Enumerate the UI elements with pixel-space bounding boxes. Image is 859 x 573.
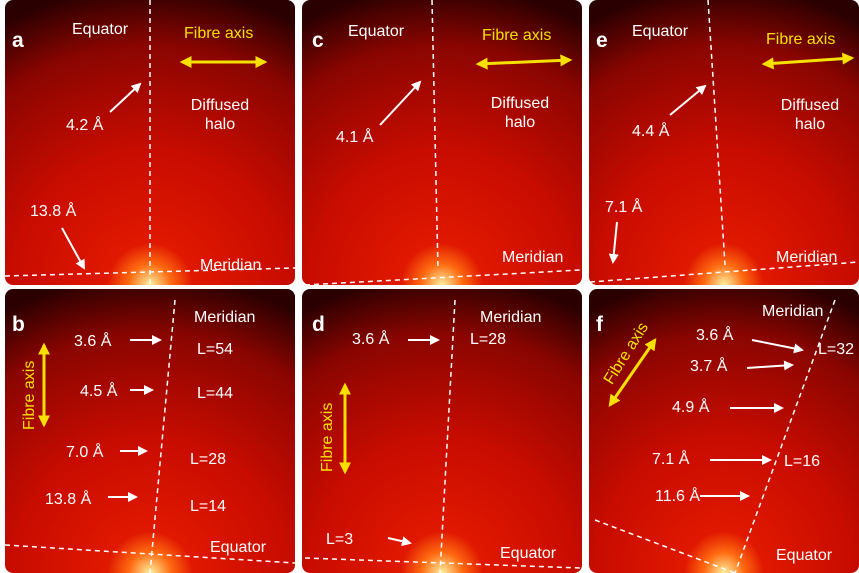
label: 7.1 Å	[652, 450, 689, 469]
label: 3.6 Å	[74, 332, 111, 351]
panel-letter: a	[12, 28, 24, 53]
label: Diffused halo	[180, 96, 260, 134]
label: 13.8 Å	[45, 490, 91, 509]
label: Meridian	[762, 302, 823, 321]
label: Meridian	[502, 248, 563, 267]
label: L=28	[470, 330, 506, 349]
label: Meridian	[194, 308, 255, 327]
label: Equator	[500, 544, 556, 563]
label: Equator	[210, 538, 266, 557]
label: Meridian	[200, 256, 261, 275]
label: 13.8 Å	[30, 202, 76, 221]
label: Diffused halo	[770, 96, 850, 134]
label: L=44	[197, 384, 233, 403]
label: 11.6 Å	[655, 487, 700, 506]
label: 7.0 Å	[66, 443, 103, 462]
label: 4.5 Å	[80, 382, 117, 401]
label: 4.4 Å	[632, 122, 669, 141]
panel-letter: d	[312, 312, 325, 337]
diffraction-images	[0, 0, 859, 573]
label: L=16	[784, 452, 820, 471]
label: 4.1 Å	[336, 128, 373, 147]
label: Diffused halo	[480, 94, 560, 132]
label: Equator	[632, 22, 688, 41]
label: 7.1 Å	[605, 198, 642, 217]
label: L=14	[190, 497, 226, 516]
label: Fibre axis	[20, 361, 39, 430]
label: Meridian	[480, 308, 541, 327]
figure: a Equator Fibre axis 4.2 Å Diffused halo…	[0, 0, 859, 573]
label: 3.7 Å	[690, 357, 727, 376]
label: L=28	[190, 450, 226, 469]
label: L=3	[326, 530, 353, 549]
label: Meridian	[776, 248, 837, 267]
label: 4.9 Å	[672, 398, 709, 417]
label: 3.6 Å	[696, 326, 733, 345]
panel-letter: e	[596, 28, 608, 53]
label: L=54	[197, 340, 233, 359]
label: Equator	[348, 22, 404, 41]
label: 3.6 Å	[352, 330, 389, 349]
label: Equator	[72, 20, 128, 39]
label: 4.2 Å	[66, 116, 103, 135]
label: L=32	[818, 340, 854, 359]
label: Fibre axis	[318, 403, 337, 472]
label: Fibre axis	[184, 24, 253, 43]
panel-backgrounds	[5, 0, 859, 573]
panel-letter: b	[12, 312, 25, 337]
panel-letter: c	[312, 28, 324, 53]
label: Fibre axis	[482, 26, 551, 45]
label: Equator	[776, 546, 832, 565]
panel-letter: f	[596, 312, 603, 337]
label: Fibre axis	[766, 30, 835, 49]
